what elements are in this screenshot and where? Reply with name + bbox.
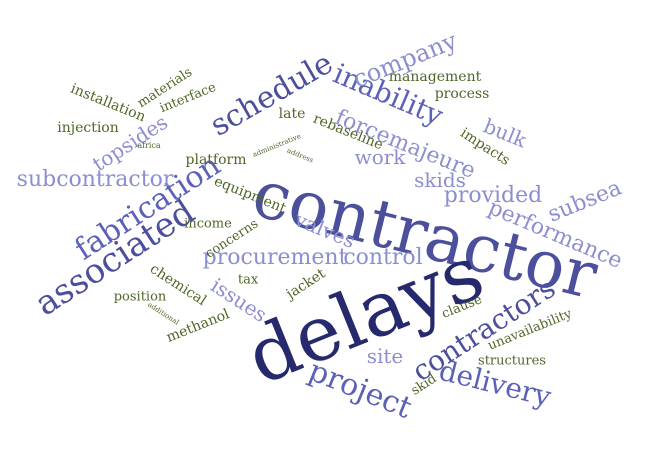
word-skid: skid xyxy=(408,371,440,399)
word-position: position xyxy=(113,289,167,305)
word-installation: installation xyxy=(68,80,148,126)
word-provided: provided xyxy=(443,183,543,208)
word-late: late xyxy=(278,106,306,122)
word-site: site xyxy=(366,344,404,368)
word-work: work xyxy=(354,145,406,169)
word-platform: platform xyxy=(185,152,247,168)
word-skids: skids xyxy=(414,168,466,192)
word-management: management xyxy=(388,69,482,85)
word-process: process xyxy=(434,86,490,102)
word-africa: africa xyxy=(137,141,161,150)
word-income: income xyxy=(184,216,232,232)
word-control: control xyxy=(343,245,423,270)
word-procurement: procurement xyxy=(202,245,348,270)
word-subcontractor: subcontractor xyxy=(16,167,174,192)
word-tax: tax xyxy=(237,272,259,288)
word-subsea: subsea xyxy=(544,175,626,228)
word-injection: injection xyxy=(57,120,119,136)
word-structures: structures xyxy=(478,353,546,369)
word-additional: additional xyxy=(146,300,181,327)
